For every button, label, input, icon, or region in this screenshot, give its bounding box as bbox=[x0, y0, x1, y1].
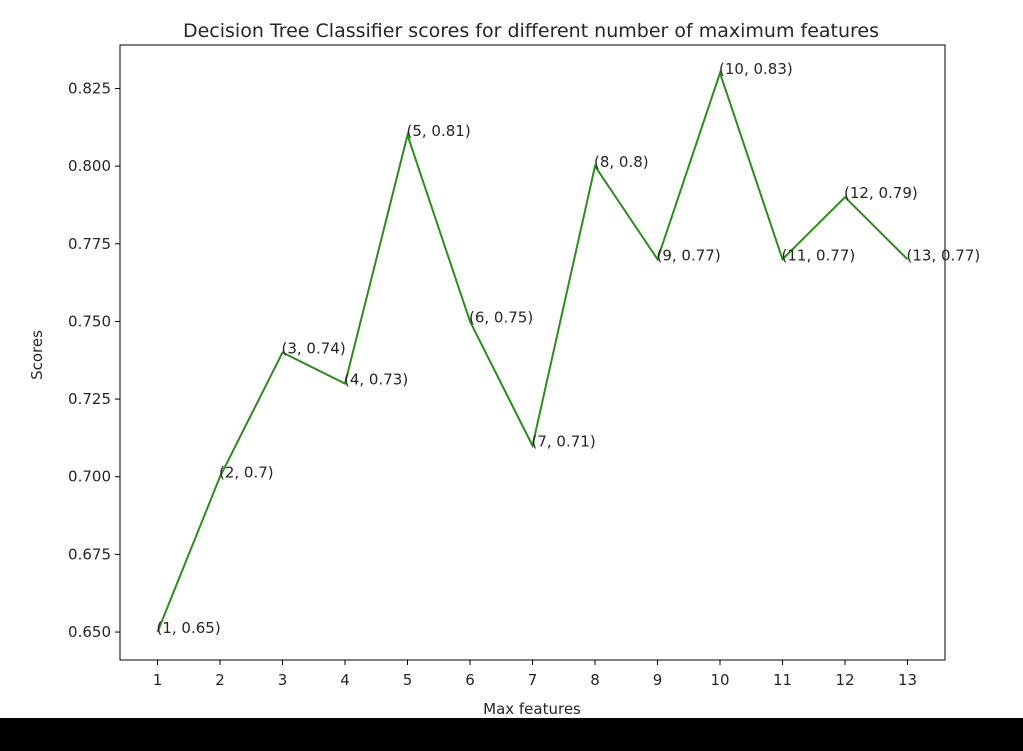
x-tick-label: 1 bbox=[153, 671, 163, 689]
plot-frame bbox=[119, 44, 946, 661]
point-label: (5, 0.81) bbox=[407, 122, 471, 140]
point-label: (7, 0.71) bbox=[532, 433, 596, 451]
chart-title: Decision Tree Classifier scores for diff… bbox=[183, 20, 879, 42]
y-tick-label: 0.775 bbox=[68, 235, 111, 253]
x-tick-label: 8 bbox=[590, 671, 600, 689]
point-label: (11, 0.77) bbox=[782, 246, 856, 264]
point-label: (13, 0.77) bbox=[907, 246, 981, 264]
point-label: (10, 0.83) bbox=[719, 60, 793, 78]
y-tick-label: 0.700 bbox=[68, 468, 111, 486]
x-tick-label: 4 bbox=[340, 671, 350, 689]
point-label: (1, 0.65) bbox=[157, 619, 221, 637]
y-tick-label: 0.800 bbox=[68, 157, 111, 175]
x-tick-label: 9 bbox=[653, 671, 663, 689]
x-tick-label: 10 bbox=[710, 671, 729, 689]
point-label: (6, 0.75) bbox=[469, 308, 533, 326]
point-label: (12, 0.79) bbox=[844, 184, 918, 202]
x-axis-label: Max features bbox=[483, 700, 581, 718]
y-tick-label: 0.825 bbox=[68, 79, 111, 97]
y-tick-label: 0.725 bbox=[68, 390, 111, 408]
y-tick-label: 0.675 bbox=[68, 545, 111, 563]
x-tick-label: 13 bbox=[898, 671, 917, 689]
x-tick-label: 6 bbox=[465, 671, 475, 689]
x-tick-label: 5 bbox=[403, 671, 413, 689]
x-tick-label: 7 bbox=[528, 671, 538, 689]
x-axis: 1 2 3 4 5 6 7 8 9 10 11 12 13 bbox=[153, 660, 917, 689]
data-labels: (1, 0.65) (2, 0.7) (3, 0.74) (4, 0.73) (5, 0… bbox=[157, 60, 981, 637]
x-tick-label: 11 bbox=[773, 671, 792, 689]
x-tick-label: 2 bbox=[215, 671, 225, 689]
point-label: (2, 0.7) bbox=[219, 464, 274, 482]
point-label: (3, 0.74) bbox=[282, 340, 346, 358]
x-tick-label: 3 bbox=[278, 671, 288, 689]
point-label: (8, 0.8) bbox=[594, 153, 649, 171]
y-tick-label: 0.650 bbox=[68, 623, 111, 641]
y-axis-label: Scores bbox=[28, 330, 46, 380]
point-label: (9, 0.77) bbox=[657, 246, 721, 264]
series-line bbox=[156, 69, 909, 633]
window-bottom-edge bbox=[0, 718, 1023, 751]
x-tick-label: 12 bbox=[835, 671, 854, 689]
y-tick-label: 0.750 bbox=[68, 312, 111, 330]
point-label: (4, 0.73) bbox=[344, 371, 408, 389]
y-axis: 0.650 0.675 0.700 0.725 0.750 0.775 0.800 0.825 bbox=[68, 79, 120, 641]
